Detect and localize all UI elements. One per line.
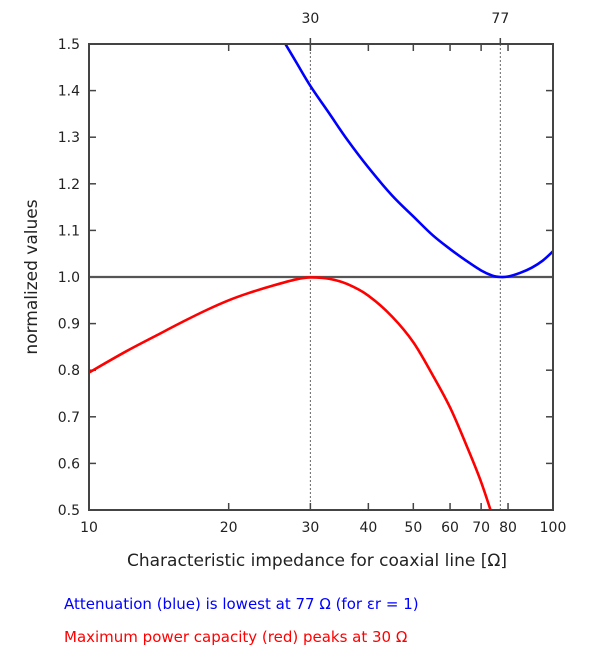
attenuation-curve (284, 44, 553, 279)
y-tick-label: 1.5 (58, 37, 80, 53)
y-tick-label: 0.9 (58, 317, 80, 333)
x-tick-label: 100 (540, 520, 567, 536)
y-tick-label: 1.2 (58, 177, 80, 193)
chart: 30 77 0.5 0.6 0.7 0.8 0.9 1.0 1.1 1.2 1.3 1.4 1.5 1… (22, 11, 566, 571)
y-tick-label: 0.7 (58, 410, 80, 426)
y-tick-label: 1.1 (58, 223, 80, 239)
y-axis-title: normalized values (22, 199, 42, 354)
y-tick-label: 1.3 (58, 130, 80, 146)
series-layer (89, 44, 553, 510)
x-tick-label: 20 (220, 520, 238, 536)
y-tick-label: 0.6 (58, 456, 80, 472)
top-tick-label-77: 77 (491, 11, 509, 27)
x-tick-label: 70 (472, 520, 490, 536)
y-tick-label: 1.4 (58, 84, 80, 100)
power-caption: Maximum power capacity (red) peaks at 30… (64, 628, 408, 646)
plot-frame (88, 43, 554, 511)
x-tick-label: 10 (80, 520, 98, 536)
y-tick-label: 0.5 (58, 503, 80, 519)
attenuation-caption: Attenuation (blue) is lowest at 77 Ω (fo… (64, 595, 419, 613)
y-tick-label: 0.8 (58, 363, 80, 379)
top-markers: 30 77 (301, 11, 509, 510)
x-axis-title: Characteristic impedance for coaxial lin… (127, 551, 507, 571)
x-tick-label: 50 (404, 520, 422, 536)
x-tick-label: 30 (301, 520, 319, 536)
x-tick-label: 40 (359, 520, 377, 536)
y-tick-label: 1.0 (58, 270, 80, 286)
top-tick-label-30: 30 (301, 11, 319, 27)
x-tick-label: 60 (441, 520, 459, 536)
x-tick-label: 80 (499, 520, 517, 536)
x-axis-ticks: 10 20 30 40 50 60 70 80 100 (80, 44, 566, 536)
power-curve (89, 276, 492, 510)
